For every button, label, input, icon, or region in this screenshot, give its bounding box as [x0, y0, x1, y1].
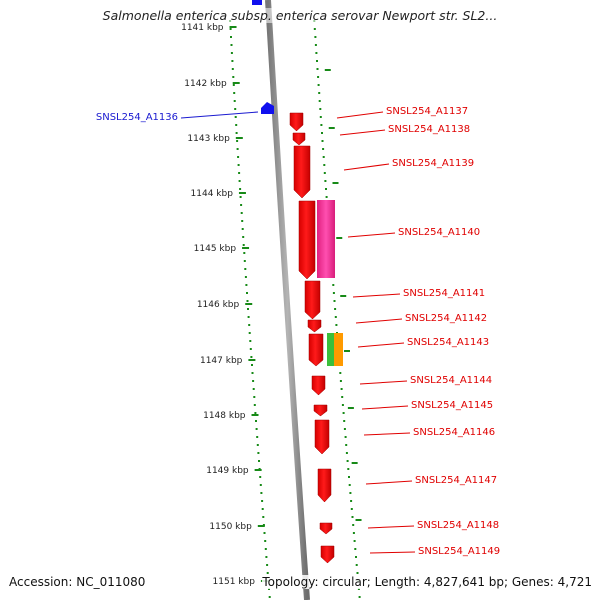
kbp-tick-label: 1143 kbp — [187, 134, 230, 144]
gene-label[interactable]: SNSL254_A1148 — [417, 520, 499, 531]
gene-label[interactable]: SNSL254_A1147 — [415, 475, 497, 486]
accession-label: Accession: NC_011080 — [9, 575, 146, 589]
gene-forward-arrow[interactable] — [317, 468, 332, 503]
gene-forward-arrow[interactable] — [311, 375, 326, 396]
outer-dotted-track — [313, 20, 361, 598]
pink-feature[interactable] — [317, 200, 335, 278]
gene-leader-line — [339, 129, 386, 136]
gene-leader-line — [180, 111, 259, 119]
kbp-tick-label: 1147 kbp — [200, 356, 243, 366]
genome-title: Salmonella enterica subsp. enterica sero… — [0, 8, 600, 23]
gene-leader-line — [367, 525, 415, 529]
genome-summary: Topology: circular; Length: 4,827,641 bp… — [262, 575, 592, 589]
gene-leader-line — [363, 432, 411, 436]
kbp-tick-label: 1149 kbp — [206, 466, 249, 476]
gene-reverse-arrow[interactable] — [261, 102, 274, 114]
kbp-tick-label: 1144 kbp — [191, 189, 234, 199]
gene-forward-arrow[interactable] — [313, 404, 328, 417]
gene-forward-arrow[interactable] — [293, 145, 311, 199]
genome-backbone — [265, 0, 310, 601]
gene-label[interactable]: SNSL254_A1140 — [398, 227, 480, 238]
gene-forward-arrow[interactable] — [292, 132, 306, 146]
gene-leader-line — [365, 480, 413, 485]
gene-leader-line — [369, 551, 416, 554]
gene-label[interactable]: SNSL254_A1136 — [96, 112, 178, 123]
kbp-tick-label: 1148 kbp — [203, 411, 246, 421]
gene-label[interactable]: SNSL254_A1139 — [392, 158, 474, 169]
gene-label[interactable]: SNSL254_A1143 — [407, 337, 489, 348]
gene-label[interactable]: SNSL254_A1146 — [413, 427, 495, 438]
gene-leader-line — [336, 111, 384, 119]
top-marker — [252, 0, 262, 5]
gene-label[interactable]: SNSL254_A1144 — [410, 375, 492, 386]
gene-forward-arrow[interactable] — [319, 522, 333, 535]
kbp-tick-label: 1145 kbp — [194, 244, 237, 254]
gene-leader-line — [343, 163, 390, 171]
gene-forward-arrow[interactable] — [304, 280, 321, 320]
gene-label[interactable]: SNSL254_A1138 — [388, 124, 470, 135]
gene-forward-arrow[interactable] — [320, 545, 335, 564]
gene-label[interactable]: SNSL254_A1137 — [386, 106, 468, 117]
gene-leader-line — [352, 293, 401, 298]
kbp-tick-label: 1146 kbp — [197, 300, 240, 310]
gene-forward-arrow[interactable] — [314, 419, 330, 455]
gene-leader-line — [359, 380, 408, 385]
gene-label[interactable]: SNSL254_A1145 — [411, 400, 493, 411]
gene-label[interactable]: SNSL254_A1142 — [405, 313, 487, 324]
gene-leader-line — [357, 342, 405, 348]
gene-leader-line — [361, 405, 409, 410]
gene-label[interactable]: SNSL254_A1141 — [403, 288, 485, 299]
kbp-tick-label: 1142 kbp — [184, 79, 227, 89]
gene-forward-arrow[interactable] — [289, 112, 304, 132]
orange-feature[interactable] — [334, 333, 343, 366]
gene-forward-arrow[interactable] — [307, 319, 322, 333]
kbp-tick-label: 1141 kbp — [181, 23, 224, 33]
gene-forward-arrow[interactable] — [308, 333, 324, 367]
kbp-tick-label: 1150 kbp — [209, 522, 252, 532]
gene-forward-arrow[interactable] — [298, 200, 316, 280]
green-feature[interactable] — [327, 333, 334, 366]
gene-leader-line — [355, 318, 403, 324]
kbp-tick-label: 1151 kbp — [213, 577, 256, 587]
gene-leader-line — [347, 232, 396, 238]
gene-label[interactable]: SNSL254_A1149 — [418, 546, 500, 557]
